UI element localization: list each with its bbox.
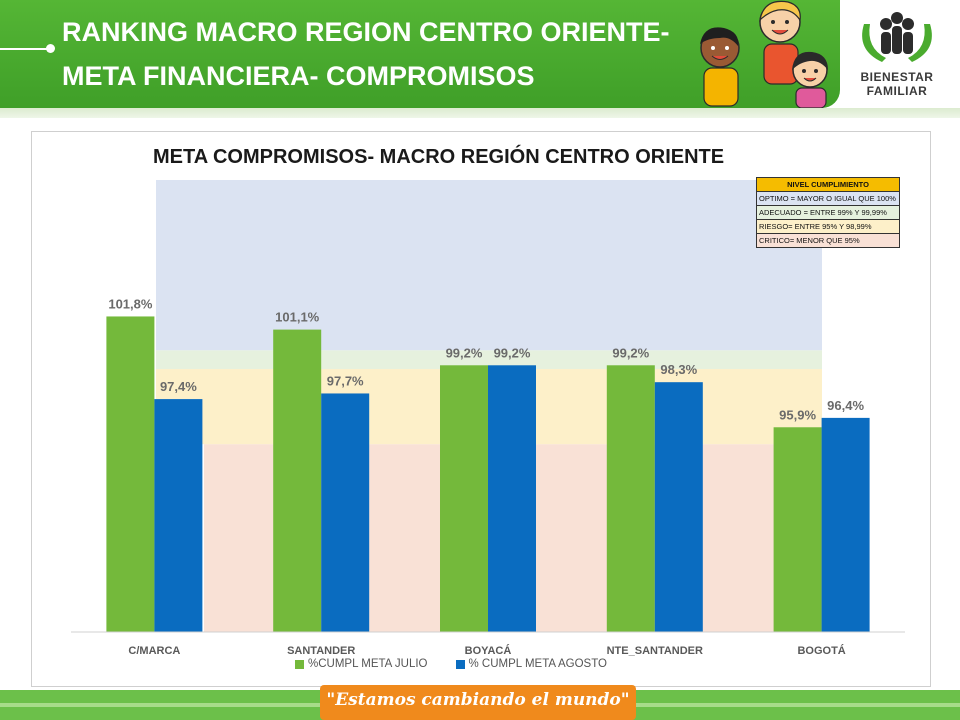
legend-label-agosto: % CUMPL META AGOSTO	[468, 658, 607, 670]
children-illustration	[700, 0, 828, 108]
data-label-julio-0: 101,8%	[108, 296, 153, 311]
data-label-agosto-2: 99,2%	[494, 345, 531, 360]
x-tick-label-3: NTE_SANTANDER	[607, 645, 703, 657]
logo-text-line2: FAMILIAR	[866, 84, 928, 98]
slogan-box	[320, 685, 636, 720]
bar-agosto-1	[321, 393, 370, 632]
x-tick-label-0: C/MARCA	[128, 645, 180, 657]
bienestar-familiar-logo: BIENESTAR FAMILIAR	[842, 6, 952, 106]
logo-text-line1: BIENESTAR	[860, 70, 934, 84]
data-label-agosto-3: 98,3%	[660, 362, 697, 377]
header-dot	[46, 44, 55, 53]
legend-item-julio: %CUMPL META JULIO	[295, 658, 428, 670]
x-axis: C/MARCA SANTANDER BOYACÁ NTE_SANTANDER BOGOT…	[71, 631, 905, 657]
header-stripe	[0, 108, 960, 118]
legend-swatch-julio	[295, 659, 304, 669]
data-label-julio-4: 95,9%	[779, 407, 816, 422]
x-tick-label-2: BOYACÁ	[465, 644, 512, 657]
bar-julio-4	[773, 427, 822, 632]
data-labels: 101,8% 97,4% 101,1% 97,7% 99,2% 99,2% 99,2% 98,…	[108, 296, 864, 422]
compliance-level-table: NIVEL CUMPLIMIENTO OPTIMO = MAYOR O IGUA…	[756, 177, 900, 248]
legend-swatch-agosto	[455, 659, 465, 669]
level-riesgo: RIESGO= ENTRE 95% Y 98,99%	[756, 219, 900, 234]
chart-title: META COMPROMISOS- MACRO REGIÓN CENTRO OR…	[153, 146, 725, 168]
header-line	[0, 48, 50, 50]
data-label-agosto-1: 97,7%	[327, 373, 364, 388]
bar-agosto-4	[821, 417, 870, 632]
data-label-agosto-0: 97,4%	[160, 379, 197, 394]
series-legend: %CUMPL META JULIO % CUMPL META AGOSTO	[295, 658, 607, 670]
bar-agosto-3	[654, 382, 703, 632]
bar-series	[106, 316, 870, 632]
bar-julio-3	[606, 365, 655, 632]
bar-agosto-2	[488, 365, 536, 632]
band-adecuado	[156, 350, 822, 370]
bar-julio-1	[273, 329, 322, 632]
header: RANKING MACRO REGION CENTRO ORIENTE- MET…	[0, 0, 960, 118]
bar-agosto-0	[154, 399, 203, 632]
legend-item-agosto: % CUMPL META AGOSTO	[455, 658, 607, 670]
page-title: RANKING MACRO REGION CENTRO ORIENTE- MET…	[62, 17, 670, 91]
data-label-julio-3: 99,2%	[612, 345, 649, 360]
bar-julio-0	[106, 316, 155, 632]
slogan-text: "Estamos cambiando el mundo"	[326, 690, 630, 710]
legend-label-julio: %CUMPL META JULIO	[308, 658, 428, 670]
x-tick-label-1: SANTANDER	[287, 645, 355, 657]
level-table-header: NIVEL CUMPLIMIENTO	[756, 177, 900, 192]
data-label-julio-2: 99,2%	[446, 345, 483, 360]
x-tick-label-4: BOGOTÁ	[797, 644, 845, 657]
level-adecuado: ADECUADO = ENTRE 99% Y 99,99%	[756, 205, 900, 220]
level-optimo: OPTIMO = MAYOR O IGUAL QUE 100%	[756, 191, 900, 206]
bar-julio-2	[440, 365, 488, 632]
data-label-julio-1: 101,1%	[275, 310, 320, 325]
data-label-agosto-4: 96,4%	[827, 398, 864, 413]
band-optimo	[156, 180, 822, 351]
level-critico: CRITICO= MENOR QUE 95%	[756, 233, 900, 248]
family-icon	[862, 12, 932, 62]
header-band	[0, 0, 840, 108]
